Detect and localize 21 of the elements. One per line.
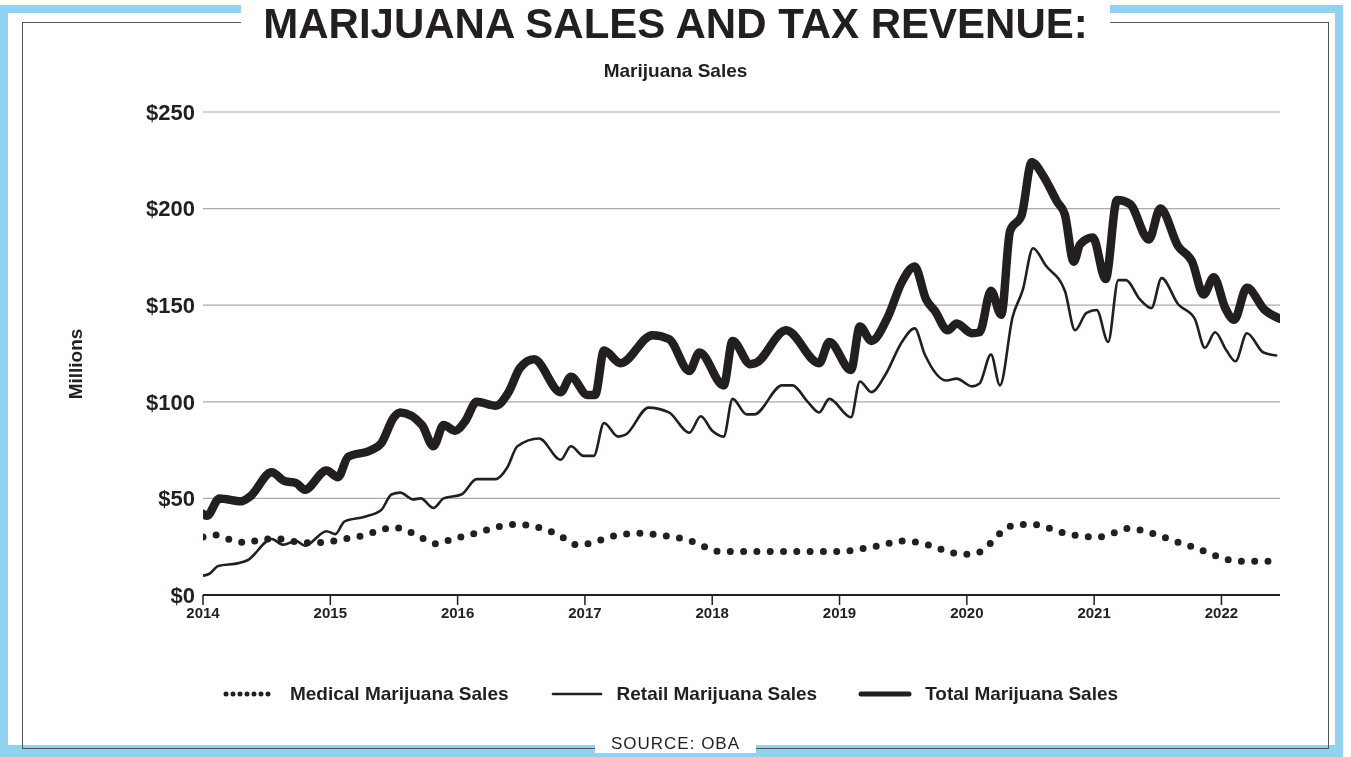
x-tick-label: 2019: [822, 603, 857, 621]
x-tick-label: 2021: [1077, 603, 1111, 621]
chart-subtitle: Marijuana Sales: [602, 60, 749, 82]
y-tick-label: $200: [146, 196, 195, 222]
legend-label: Retail Marijuana Sales: [616, 683, 818, 705]
legend-label: Medical Marijuana Sales: [289, 683, 509, 705]
legend-label: Total Marijuana Sales: [925, 683, 1119, 705]
y-tick-label: $150: [146, 293, 195, 319]
x-tick-label: 2018: [695, 603, 729, 621]
x-tick-label: 2022: [1204, 603, 1239, 621]
y-axis-title: Millions: [65, 328, 87, 400]
source-note: SOURCE: OBA: [594, 734, 757, 753]
x-tick-label: 2020: [950, 603, 984, 621]
chart-title: MARIJUANA SALES AND TAX REVENUE:: [241, 0, 1110, 47]
y-tick-label: $100: [146, 389, 195, 415]
y-tick-label: $50: [158, 486, 195, 512]
x-tick-label: 2016: [440, 603, 475, 621]
x-tick-label: 2017: [568, 603, 602, 621]
y-tick-label: $250: [146, 99, 195, 125]
x-tick-label: 2015: [313, 603, 347, 621]
line-series: [203, 246, 1278, 577]
